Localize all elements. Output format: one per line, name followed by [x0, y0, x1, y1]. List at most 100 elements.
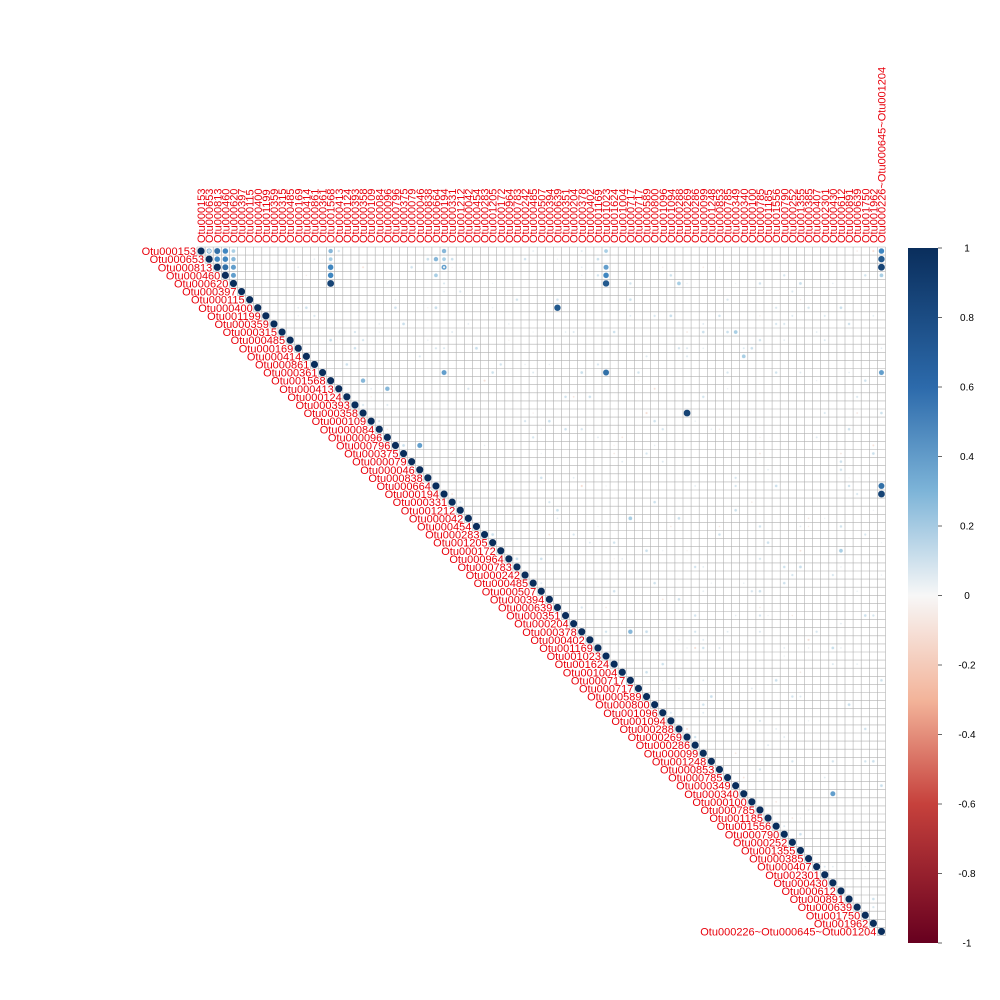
correlation-circle	[385, 403, 389, 407]
correlation-circle	[596, 525, 599, 528]
correlation-circle	[726, 371, 730, 375]
row-label: Otu000639	[798, 902, 852, 914]
row-label: Otu000194	[385, 489, 439, 501]
correlation-circle	[504, 554, 513, 563]
correlation-circle	[539, 557, 543, 561]
correlation-circle	[628, 281, 632, 286]
correlation-circle	[758, 524, 762, 529]
correlation-circle	[871, 451, 876, 456]
correlation-circle	[337, 330, 340, 334]
correlation-circle	[701, 711, 705, 715]
correlation-circle	[666, 716, 675, 725]
correlation-circle	[612, 452, 616, 455]
correlation-circle	[782, 273, 786, 277]
row-label: Otu000100	[692, 797, 746, 809]
correlation-circle	[555, 508, 560, 513]
correlation-circle	[539, 476, 543, 480]
column-label: Otu000124	[342, 189, 354, 243]
row-label: Otu000838	[368, 473, 422, 485]
correlation-circle	[798, 832, 803, 836]
correlation-circle	[345, 362, 349, 367]
correlation-circle	[555, 298, 560, 302]
correlation-circle	[407, 457, 416, 466]
row-label: Otu000589	[587, 692, 641, 704]
correlation-circle	[612, 589, 616, 593]
correlation-circle	[750, 687, 754, 690]
correlation-circle	[491, 306, 494, 309]
correlation-circle	[353, 346, 357, 350]
correlation-circle	[383, 433, 392, 442]
correlation-circle	[855, 249, 859, 253]
correlation-circle	[603, 264, 609, 271]
correlation-circle	[879, 783, 884, 788]
correlation-circle	[877, 927, 886, 936]
correlation-circle	[878, 482, 885, 490]
correlation-circle	[205, 255, 214, 264]
correlation-circle	[318, 368, 327, 377]
correlation-circle	[532, 331, 535, 334]
correlation-circle	[451, 452, 454, 455]
row-label: Otu000331	[393, 497, 447, 509]
row-label: Otu000653	[150, 254, 204, 266]
correlation-circle	[661, 460, 665, 464]
correlation-circle	[499, 362, 503, 367]
correlation-circle	[596, 273, 600, 277]
correlation-circle	[540, 452, 543, 455]
correlation-circle	[490, 370, 495, 375]
row-label: Otu000785	[700, 805, 754, 817]
correlation-circle	[758, 314, 762, 317]
correlation-circle	[561, 611, 570, 620]
correlation-circle	[442, 290, 446, 293]
correlation-circle	[636, 370, 641, 375]
correlation-circle	[755, 805, 764, 814]
correlation-circle	[230, 264, 237, 271]
correlation-circle	[774, 800, 778, 804]
correlation-circle	[815, 379, 818, 382]
correlation-circle	[360, 378, 366, 384]
correlation-circle	[564, 330, 567, 334]
row-label: Otu000283	[425, 530, 479, 542]
correlation-circle	[580, 484, 584, 488]
correlation-circle	[772, 822, 781, 831]
column-label: Otu000402	[585, 189, 597, 243]
correlation-circle	[310, 360, 319, 369]
correlation-circle	[685, 646, 689, 650]
correlation-circle	[774, 322, 778, 326]
row-label: Otu000378	[522, 627, 576, 639]
correlation-circle	[766, 540, 770, 545]
correlation-circle	[715, 765, 724, 774]
correlation-circle	[836, 886, 845, 895]
correlation-circle	[626, 676, 635, 685]
correlation-circle	[739, 789, 748, 798]
correlation-circle	[726, 298, 730, 302]
correlation-circle	[370, 395, 373, 398]
correlation-circle	[871, 249, 875, 253]
correlation-circle	[547, 419, 552, 423]
row-label: Otu000340	[684, 789, 738, 801]
column-label: Otu000964	[504, 189, 516, 243]
correlation-circle	[686, 549, 689, 552]
column-label: Otu000653	[204, 189, 216, 243]
correlation-circle	[605, 484, 608, 487]
correlation-circle	[593, 643, 602, 652]
column-label: Otu000351	[561, 189, 573, 243]
correlation-circle	[321, 258, 324, 261]
correlation-circle	[847, 322, 851, 326]
column-label: Otu000378	[577, 189, 589, 243]
row-labels: Otu000153Otu000653Otu000813Otu000460Otu0…	[142, 246, 877, 938]
row-label: Otu000664	[376, 481, 430, 493]
correlation-circle	[877, 490, 886, 498]
correlation-circle	[496, 546, 505, 555]
correlation-circle	[799, 549, 802, 553]
column-label: Otu001096	[658, 189, 670, 243]
column-label: Otu001004	[617, 189, 629, 243]
column-label: Otu000269	[682, 189, 694, 243]
correlation-circle	[580, 249, 584, 253]
row-label: Otu000124	[287, 392, 341, 404]
correlation-circle	[305, 274, 308, 277]
correlation-circle	[221, 271, 230, 280]
column-label: Otu000096	[382, 189, 394, 243]
correlation-circle	[758, 767, 762, 772]
row-label: Otu000226~Otu000645~Otu001204	[700, 926, 876, 938]
correlation-circle	[296, 265, 300, 269]
